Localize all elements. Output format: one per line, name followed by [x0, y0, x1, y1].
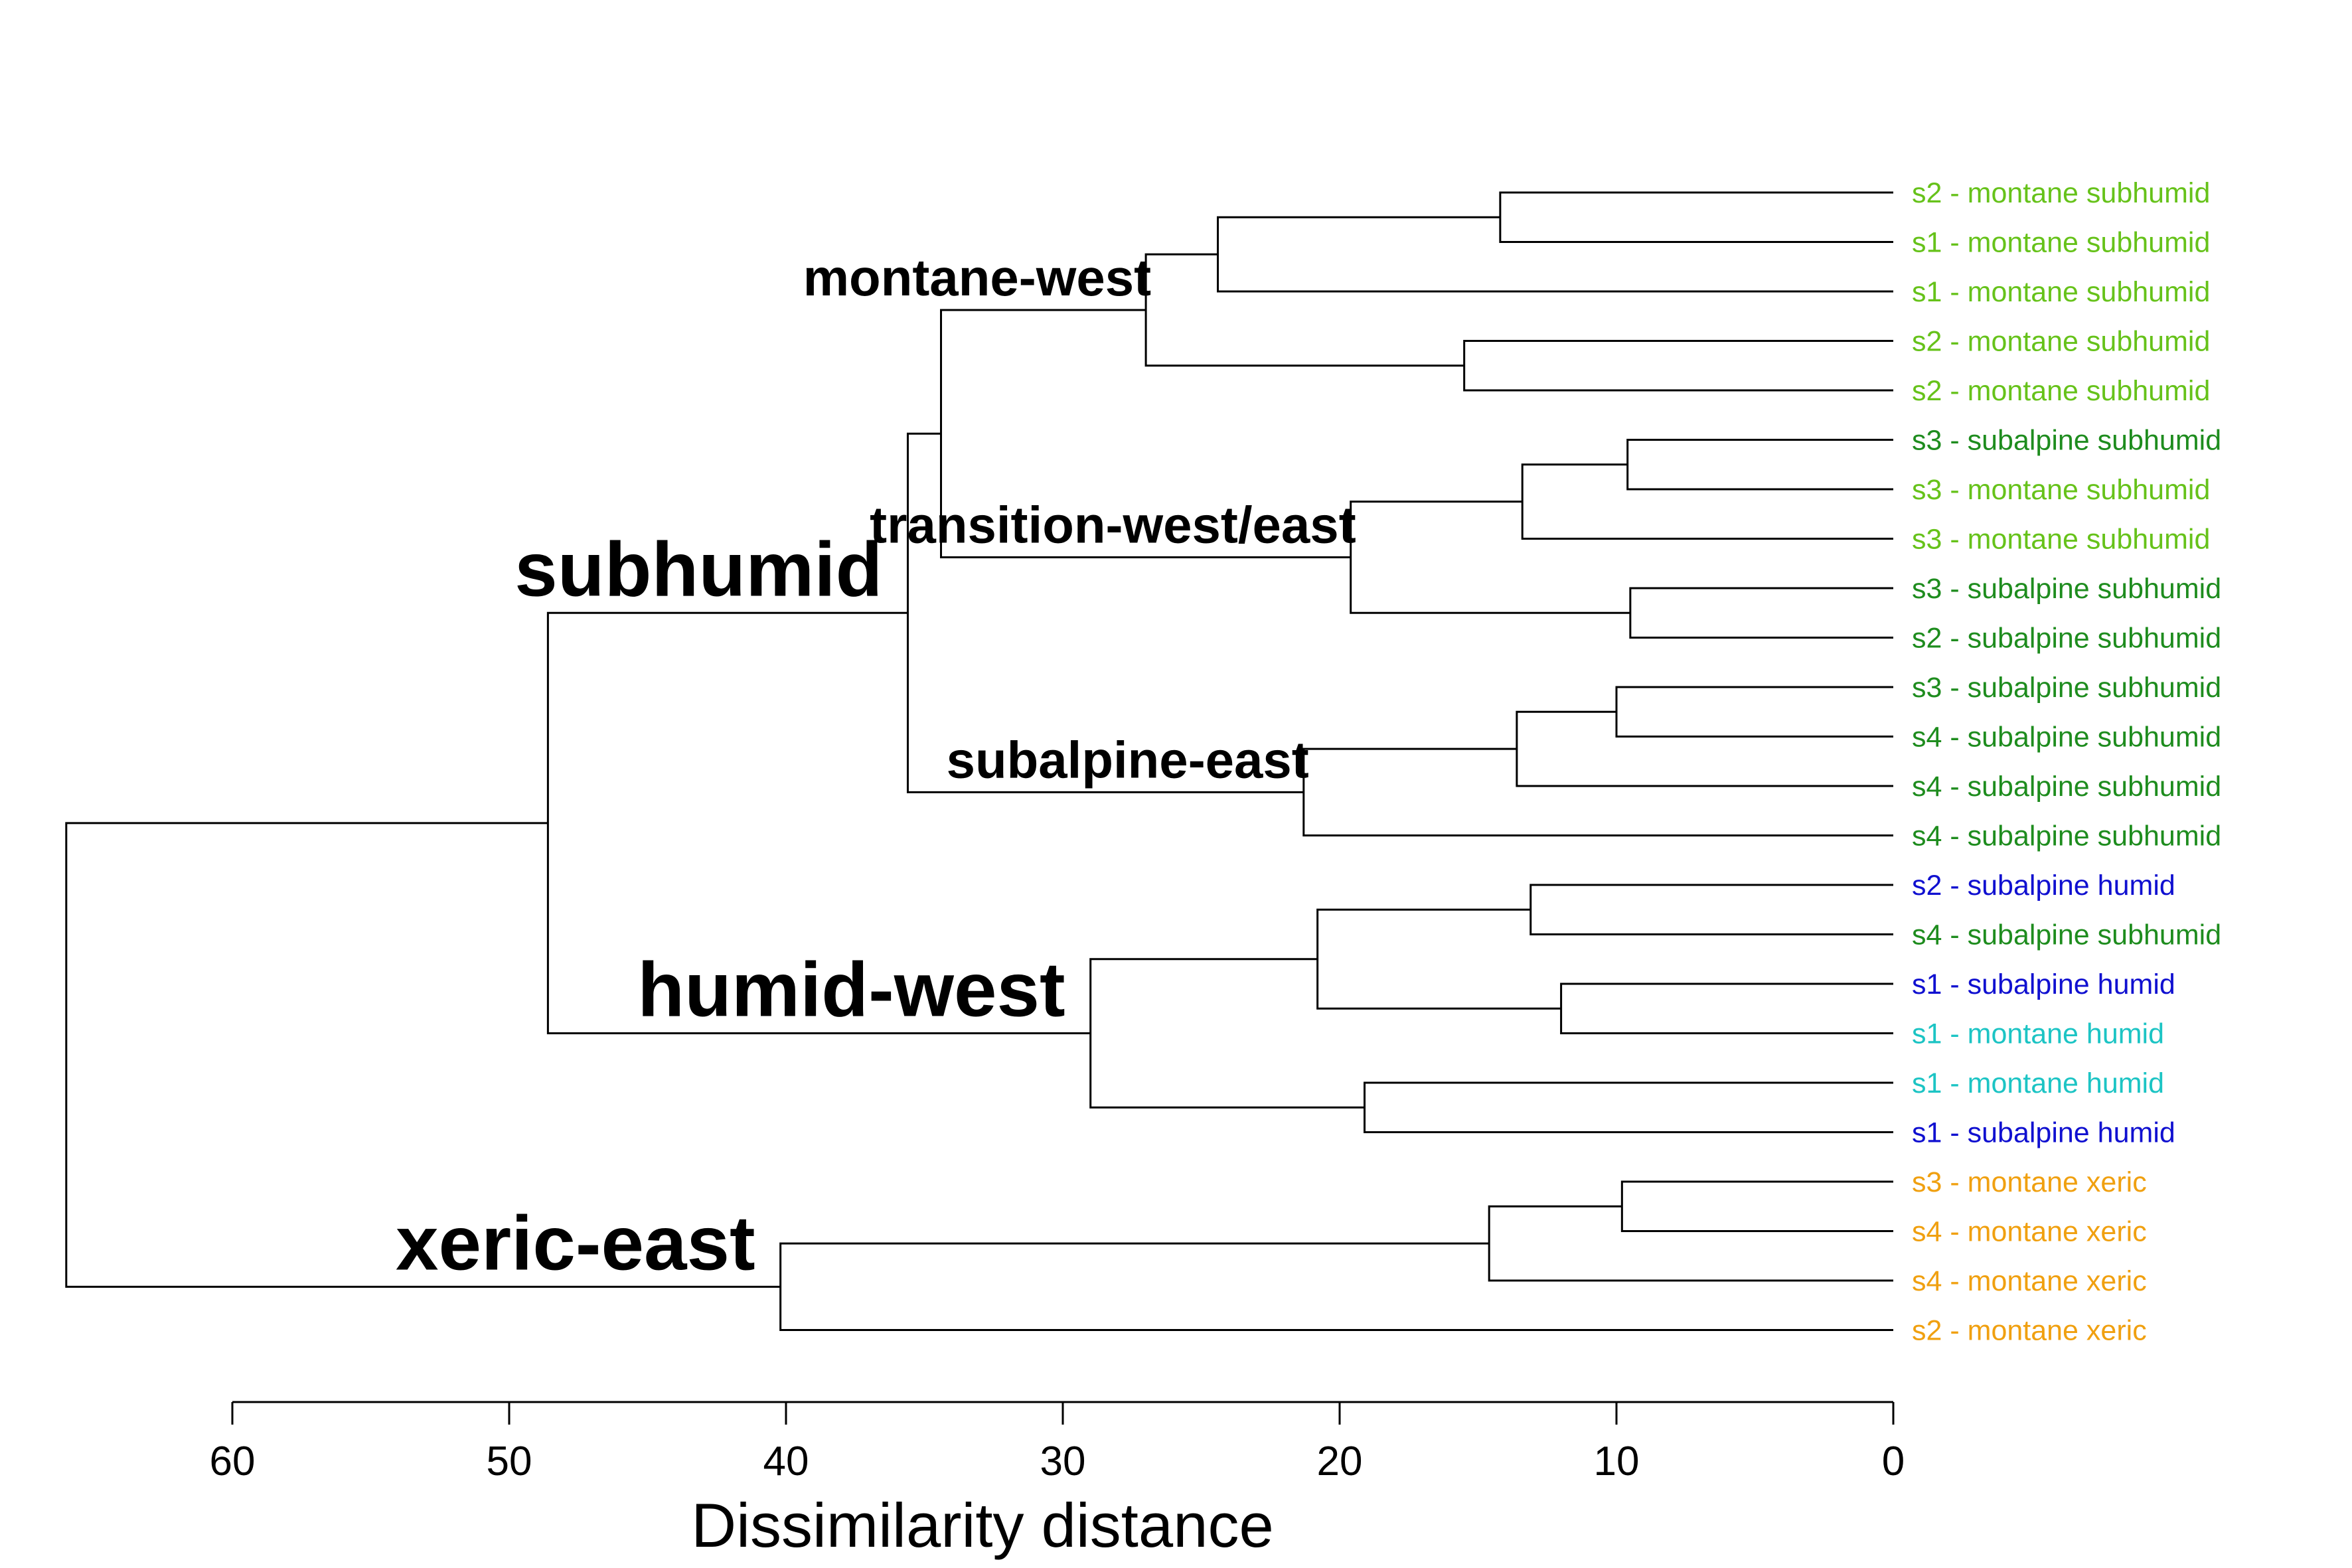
dendrogram-branch — [1089, 958, 1365, 1109]
dendrogram-branch — [1626, 439, 1893, 491]
leaf-label: s1 - montane humid — [1912, 1018, 2164, 1050]
dendrogram-branch — [1463, 340, 1893, 392]
leaf-label: s3 - subalpine subhumid — [1912, 425, 2221, 457]
x-axis-title: Dissimilarity distance — [691, 1490, 1274, 1560]
dendrogram-branches — [65, 191, 1893, 1331]
leaf-label: s3 - subalpine subhumid — [1912, 573, 2221, 605]
leaf-label: s4 - subalpine subhumid — [1912, 821, 2221, 852]
dendrogram-branch — [1615, 686, 1893, 738]
cluster-label: transition-west/east — [870, 495, 1356, 554]
leaf-label: s2 - montane subhumid — [1912, 375, 2210, 407]
leaf-label: s1 - montane subhumid — [1912, 276, 2210, 308]
dendrogram-branch — [779, 1242, 1893, 1331]
x-tick-label: 60 — [210, 1439, 256, 1484]
cluster-label: montane-west — [803, 248, 1151, 307]
cluster-label: xeric-east — [396, 1200, 755, 1286]
cluster-label: subhumid — [514, 526, 882, 612]
x-tick-label: 40 — [763, 1439, 809, 1484]
dendrogram-branch — [1364, 1081, 1893, 1133]
cluster-label: humid-west — [637, 947, 1065, 1033]
dendrogram-branch — [1516, 710, 1893, 787]
x-tick-label: 0 — [1882, 1439, 1905, 1484]
dendrogram-branch — [1488, 1205, 1893, 1282]
dendrogram-branch — [1521, 463, 1893, 540]
dendrogram-branch — [65, 822, 781, 1288]
leaf-label: s1 - montane subhumid — [1912, 227, 2210, 259]
leaf-label: s2 - montane subhumid — [1912, 326, 2210, 358]
dendrogram-branch — [1217, 216, 1893, 293]
dendrogram-branch — [1499, 191, 1893, 243]
leaf-label: s1 - subalpine humid — [1912, 969, 2175, 1000]
x-tick-label: 20 — [1317, 1439, 1363, 1484]
leaf-label: s3 - subalpine subhumid — [1912, 672, 2221, 704]
leaf-label: s3 - montane subhumid — [1912, 474, 2210, 506]
leaf-label: s2 - montane subhumid — [1912, 177, 2210, 209]
x-axis: 60 50 40 30 20 10 0 — [210, 1401, 1905, 1484]
x-tick-label: 50 — [487, 1439, 532, 1484]
x-tick-label: 10 — [1594, 1439, 1640, 1484]
leaf-label: s3 - montane subhumid — [1912, 524, 2210, 556]
leaf-label: s4 - subalpine subhumid — [1912, 919, 2221, 951]
leaf-label: s4 - montane xeric — [1912, 1216, 2147, 1248]
x-axis-ticks: 60 50 40 30 20 10 0 — [210, 1402, 1905, 1484]
leaf-label: s1 - montane humid — [1912, 1067, 2164, 1099]
cluster-group-labels: montane-west transition-west/east subalpin… — [396, 248, 1356, 1286]
leaf-label: s1 - subalpine humid — [1912, 1117, 2175, 1149]
dendrogram-branch — [1144, 253, 1464, 367]
dendrogram-branch — [1560, 982, 1893, 1034]
dendrogram-branch — [1316, 908, 1561, 1010]
leaf-label: s2 - subalpine subhumid — [1912, 623, 2221, 655]
dendrogram-branch — [1350, 501, 1630, 614]
dendrogram-branch — [1302, 747, 1893, 836]
leaf-label: s2 - montane xeric — [1912, 1315, 2147, 1347]
leaf-labels: s2 - montane subhumid s1 - montane subhum… — [1912, 177, 2221, 1347]
dendrogram-branch — [1629, 587, 1893, 639]
dendrogram-branch — [1620, 1180, 1893, 1232]
x-tick-label: 30 — [1040, 1439, 1086, 1484]
leaf-label: s4 - subalpine subhumid — [1912, 771, 2221, 803]
leaf-label: s4 - montane xeric — [1912, 1265, 2147, 1297]
leaf-label: s3 - montane xeric — [1912, 1166, 2147, 1198]
leaf-label: s4 - subalpine subhumid — [1912, 722, 2221, 753]
leaf-label: s2 - subalpine humid — [1912, 870, 2175, 902]
cluster-label: subalpine-east — [947, 730, 1309, 789]
dendrogram-branch — [1529, 884, 1893, 935]
